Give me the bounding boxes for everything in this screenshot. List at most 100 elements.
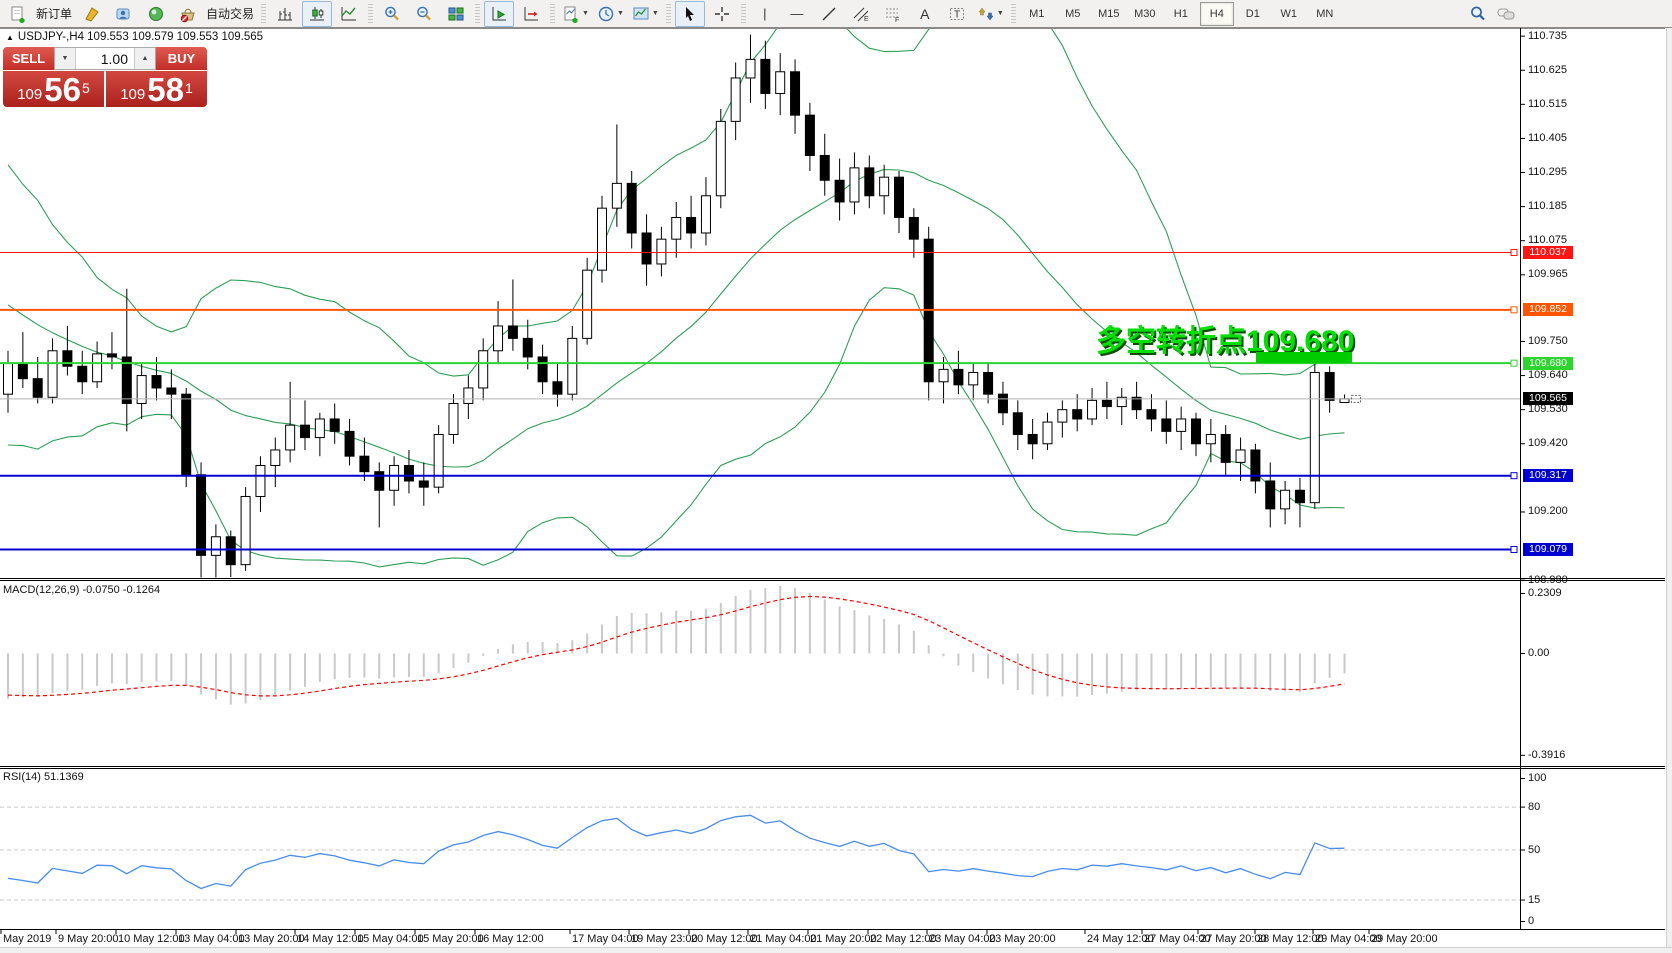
fibonacci-button[interactable]: F [878, 1, 908, 27]
timeframe-button-M5[interactable]: M5 [1065, 7, 1081, 20]
channel-icon: E [853, 7, 869, 23]
line-chart-button[interactable] [334, 1, 364, 27]
timeframe-button-D1[interactable]: D1 [1245, 7, 1260, 20]
svg-text:T: T [954, 9, 960, 20]
data-window-icon [149, 6, 164, 21]
periods-button[interactable]: ▼ [594, 1, 627, 27]
trendline-icon [822, 7, 836, 20]
horizontal-line-button[interactable]: — [782, 1, 812, 27]
templates-button[interactable]: ▼ [629, 1, 662, 27]
profiles-button[interactable] [109, 1, 139, 27]
search-icon [1471, 6, 1485, 20]
highlight-bar[interactable] [1256, 352, 1352, 363]
autotrading-label[interactable]: 自动交易 [206, 7, 255, 21]
trendline-button[interactable] [814, 1, 844, 27]
profiles-icon [116, 8, 130, 19]
volume-input[interactable] [76, 48, 134, 69]
indicators-button[interactable]: ▼ [559, 1, 592, 27]
volume-increase-button[interactable]: ▲ [134, 48, 155, 69]
auto-scroll-button[interactable] [484, 0, 515, 27]
new-order-label[interactable]: 新订单 [36, 7, 73, 21]
data-window-button[interactable] [141, 1, 171, 27]
crosshair-button[interactable] [707, 1, 737, 27]
chart-shift-icon [524, 6, 539, 20]
volume-stepper: ▼ ▲ [54, 47, 156, 70]
tile-windows-button[interactable] [441, 1, 471, 27]
new-order-button[interactable] [3, 1, 33, 27]
timeframe-button-M15[interactable]: M15 [1098, 7, 1120, 20]
buy-button[interactable]: BUY [156, 47, 207, 70]
timeframe-button-M30[interactable]: M30 [1134, 7, 1156, 20]
chat-icon [1497, 8, 1515, 19]
collapse-trade-panel-icon[interactable]: ▲ [6, 33, 14, 42]
toolbar-grip [550, 3, 556, 24]
vertical-line-button[interactable]: | [750, 1, 780, 27]
volume-decrease-button[interactable]: ▼ [55, 48, 76, 69]
timeframe-button-H4[interactable]: H4 [1199, 1, 1234, 26]
arrows-button[interactable]: ▼ [974, 1, 1007, 27]
sell-button[interactable]: SELL [3, 47, 54, 70]
sell-price-pip: 5 [81, 80, 90, 96]
timeframe-button-M1[interactable]: M1 [1029, 7, 1045, 20]
svg-text:F: F [895, 17, 899, 23]
new-order-icon [11, 6, 25, 23]
symbol-ohlc-text: USDJPY-,H4 109.553 109.579 109.553 109.5… [17, 31, 264, 43]
rsi-panel[interactable] [0, 769, 1520, 929]
cursor-button[interactable] [674, 0, 705, 27]
toolbar-grip [368, 3, 374, 24]
zoom-out-icon [417, 6, 431, 20]
periods-dropdown-icon: ▼ [616, 10, 624, 17]
periods-clock-icon [598, 6, 614, 21]
macd-label: MACD(12,26,9) -0.0750 -0.1264 [3, 584, 161, 596]
time-axis[interactable] [0, 930, 1520, 947]
text-label-button[interactable]: T [942, 1, 972, 27]
rsi-label: RSI(14) 51.1369 [3, 771, 84, 783]
text-icon: A [920, 5, 930, 22]
chart-shift-button[interactable] [516, 1, 546, 27]
autotrading-icon [180, 8, 195, 22]
timeframe-button-H1[interactable]: H1 [1173, 7, 1188, 20]
search-button[interactable] [1463, 1, 1493, 27]
arrows-dropdown-icon: ▼ [996, 10, 1004, 17]
price-axis[interactable] [1520, 28, 1600, 929]
main-toolbar: 新订单 自动交易 ▼ ▼ [0, 0, 1672, 28]
bar-chart-icon [278, 7, 293, 20]
buy-price-display[interactable]: 109 58 1 [106, 71, 207, 107]
sell-price-prefix: 109 [17, 86, 43, 103]
toolbar-grip [740, 3, 746, 24]
bar-chart-button[interactable] [270, 1, 300, 27]
crosshair-icon [714, 6, 729, 21]
styles-button[interactable] [77, 1, 107, 27]
macd-panel[interactable] [0, 581, 1520, 766]
line-chart-icon [341, 6, 357, 20]
timeframe-button-MN[interactable]: MN [1316, 7, 1334, 20]
templates-icon [633, 7, 649, 19]
zoom-in-icon [385, 6, 399, 20]
indicators-icon [564, 6, 578, 23]
candlestick-button[interactable] [302, 0, 333, 27]
toolbar-grip [475, 3, 481, 24]
toolbar-grip [261, 3, 267, 24]
templates-dropdown-icon: ▼ [651, 10, 659, 17]
autotrading-button[interactable] [173, 1, 203, 27]
window-right-edge [1666, 0, 1672, 953]
text-label-icon: T [949, 7, 964, 20]
buy-price-prefix: 109 [120, 86, 146, 103]
text-button[interactable]: A [910, 1, 940, 27]
auto-scroll-icon [492, 6, 507, 20]
timeframe-button-W1[interactable]: W1 [1280, 7, 1298, 20]
symbol-header: ▲ USDJPY-,H4 109.553 109.579 109.553 109.… [6, 31, 263, 43]
main-chart-panel[interactable] [0, 28, 1520, 578]
sell-price-display[interactable]: 109 56 5 [3, 71, 104, 107]
channel-button[interactable]: E [846, 1, 876, 27]
tile-windows-icon [448, 7, 464, 20]
zoom-in-button[interactable] [377, 1, 407, 27]
cursor-icon [685, 6, 694, 21]
chat-button[interactable] [1491, 1, 1521, 27]
arrows-icon [978, 7, 994, 20]
sell-price-big: 56 [44, 71, 81, 108]
timeframe-bar: M1 M5 M15 M30 H1 H4 D1 W1 MN [1019, 1, 1343, 26]
zoom-out-button[interactable] [409, 1, 439, 27]
